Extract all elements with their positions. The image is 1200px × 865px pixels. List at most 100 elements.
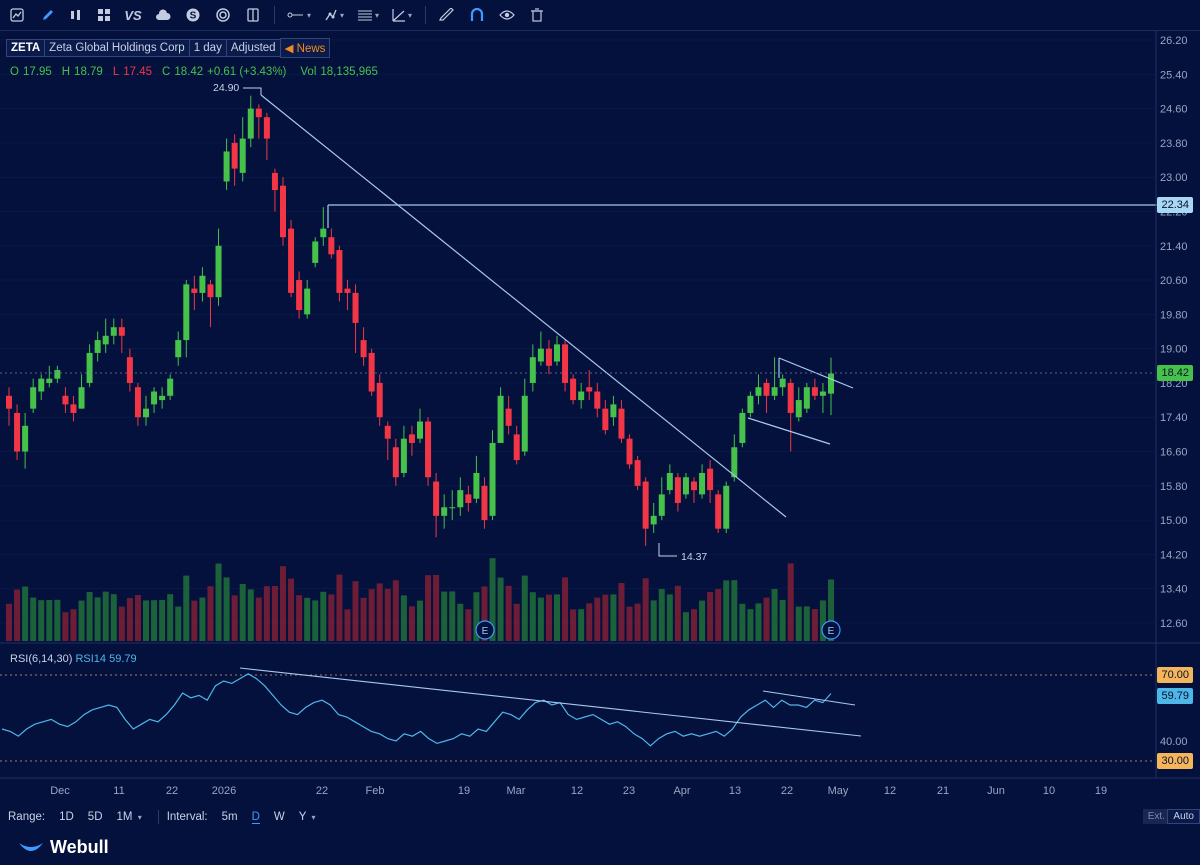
- adjusted-badge[interactable]: Adjusted: [225, 39, 281, 57]
- close-value: 18.42: [174, 66, 204, 78]
- price-axis-label: 19.80: [1160, 309, 1188, 321]
- time-axis-label: Mar: [507, 785, 526, 797]
- target-icon[interactable]: [208, 0, 238, 30]
- interval-y[interactable]: Y ▾: [299, 811, 316, 823]
- range-5d[interactable]: 5D: [87, 811, 103, 823]
- volume-bar: [102, 591, 109, 641]
- news-button[interactable]: ◀ News: [279, 38, 331, 58]
- volume-bar: [175, 606, 182, 641]
- earnings-marker-1[interactable]: E: [475, 620, 495, 640]
- candle-body: [771, 387, 778, 396]
- interval-5m[interactable]: 5m: [221, 811, 238, 823]
- news-icon: ◀: [284, 43, 294, 55]
- range-1m[interactable]: 1M ▾: [117, 811, 142, 823]
- vs-icon[interactable]: VS: [124, 7, 142, 23]
- volume-bar: [618, 583, 625, 641]
- cloud-icon[interactable]: [148, 0, 178, 30]
- candle-body: [618, 408, 625, 439]
- line-tool-icon[interactable]: ▾: [281, 0, 317, 30]
- low-value: 17.45: [123, 66, 153, 78]
- time-axis-label: 22: [781, 785, 793, 797]
- candle-body: [545, 348, 552, 366]
- volume-bar: [529, 592, 536, 641]
- symbol-badge[interactable]: ZETA: [6, 39, 46, 57]
- candle-body: [183, 284, 190, 341]
- volume-bar: [376, 583, 383, 641]
- volume-bar: [296, 595, 303, 641]
- dollar-icon[interactable]: S: [178, 0, 208, 30]
- volume-bar: [554, 594, 560, 641]
- price-axis[interactable]: 26.2025.4024.6023.8023.0022.2021.4020.60…: [1160, 35, 1188, 630]
- layout-icon[interactable]: [90, 0, 118, 30]
- volume-bar: [505, 585, 512, 641]
- volume-bar: [650, 600, 657, 641]
- chart-type-icon[interactable]: [0, 0, 34, 30]
- candle-body: [376, 382, 383, 418]
- rsi-line: [1, 673, 832, 747]
- time-axis[interactable]: Dec 11 22 2026 22 Feb 19 Mar 12 23 Apr 13 22 May 12 21 J…: [50, 785, 1107, 797]
- price-chart[interactable]: 24.90 14.37 E E 26.20 25.40 24.60 23.80 23.0…: [0, 0, 1200, 800]
- interval-y-label: Y: [298, 811, 307, 823]
- interval-d[interactable]: D: [251, 810, 260, 824]
- auto-scale-toggle[interactable]: Auto: [1167, 809, 1200, 824]
- candle-body: [610, 404, 617, 418]
- trash-icon[interactable]: [522, 0, 552, 30]
- interval-w[interactable]: W: [273, 811, 285, 823]
- candle-body: [715, 494, 722, 529]
- volume-bar: [771, 589, 778, 641]
- fib-icon[interactable]: ▾: [357, 10, 379, 21]
- candle-body: [239, 138, 246, 173]
- magnet-icon[interactable]: [462, 0, 492, 30]
- candle-body: [191, 288, 198, 293]
- volume-bar: [481, 586, 488, 641]
- flag-lower-line[interactable]: [747, 417, 831, 445]
- candle-body: [465, 494, 472, 503]
- volume-bar: [578, 609, 585, 641]
- candle-body: [787, 382, 794, 413]
- extended-hours-toggle[interactable]: Ext.: [1142, 809, 1170, 824]
- candle-body: [408, 434, 415, 443]
- time-axis-label: 10: [1043, 785, 1055, 797]
- rsi-current-value: 59.79: [109, 653, 137, 665]
- draw-icon[interactable]: [432, 0, 462, 30]
- price-axis-label: 12.60: [1160, 618, 1188, 630]
- volume-bar: [143, 600, 149, 641]
- candles-icon[interactable]: [62, 0, 90, 30]
- price-axis-label: 20.60: [1160, 275, 1188, 287]
- candle-body: [747, 395, 754, 413]
- candle-body: [175, 340, 182, 358]
- time-axis-label: Apr: [673, 785, 690, 797]
- main-downtrend-line[interactable]: [260, 94, 787, 518]
- volume-bar: [352, 581, 359, 641]
- volume-bar: [62, 612, 69, 641]
- price-axis-label: 25.40: [1160, 69, 1188, 81]
- range-1d[interactable]: 1D: [59, 811, 74, 823]
- earnings-marker-2[interactable]: E: [821, 620, 841, 640]
- pen-icon[interactable]: [34, 0, 62, 30]
- time-axis-label: 19: [458, 785, 470, 797]
- rsi-trendline-main[interactable]: [239, 667, 862, 737]
- candle-body: [151, 391, 158, 405]
- candle-body: [763, 382, 770, 396]
- rsi-indicator-label[interactable]: RSI(6,14,30): [10, 653, 73, 665]
- volume-bar: [819, 600, 826, 641]
- interval-badge[interactable]: 1 day: [188, 39, 227, 57]
- volume-bar: [312, 600, 319, 641]
- brush-icon[interactable]: ▾: [317, 0, 351, 30]
- volume-bar: [126, 598, 133, 641]
- rsi-trendline-short[interactable]: [762, 690, 856, 706]
- eye-icon[interactable]: [492, 0, 522, 30]
- volume-bar: [30, 597, 37, 641]
- measure-icon[interactable]: ▾: [385, 0, 419, 30]
- high-value: 18.79: [74, 66, 103, 78]
- candle-body: [699, 472, 706, 495]
- book-icon[interactable]: [238, 0, 268, 30]
- candle-body: [328, 237, 335, 255]
- volume-bar: [586, 603, 593, 641]
- volume-bar: [521, 575, 528, 641]
- candle-body: [352, 292, 359, 323]
- candle-body: [521, 395, 528, 452]
- candle-body: [723, 485, 730, 529]
- webull-logo: Webull: [18, 837, 109, 858]
- volume-bar: [513, 603, 520, 641]
